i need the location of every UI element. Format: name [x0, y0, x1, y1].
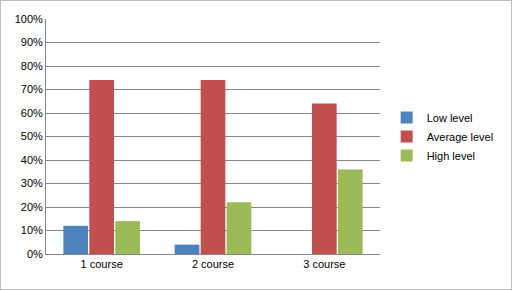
svg-text:3 course: 3 course [303, 258, 345, 270]
svg-text:80%: 80% [21, 60, 43, 72]
svg-text:Average level: Average level [427, 131, 493, 143]
svg-text:Low level: Low level [427, 112, 473, 124]
svg-text:100%: 100% [15, 13, 43, 25]
svg-text:20%: 20% [21, 201, 43, 213]
svg-text:High level: High level [427, 150, 475, 162]
svg-text:10%: 10% [21, 224, 43, 236]
svg-text:60%: 60% [21, 107, 43, 119]
svg-text:70%: 70% [21, 83, 43, 95]
svg-text:30%: 30% [21, 177, 43, 189]
svg-text:50%: 50% [21, 130, 43, 142]
svg-text:2 course: 2 course [192, 258, 234, 270]
svg-text:0%: 0% [27, 248, 43, 260]
svg-text:40%: 40% [21, 154, 43, 166]
svg-text:90%: 90% [21, 36, 43, 48]
svg-text:1 course: 1 course [81, 258, 123, 270]
